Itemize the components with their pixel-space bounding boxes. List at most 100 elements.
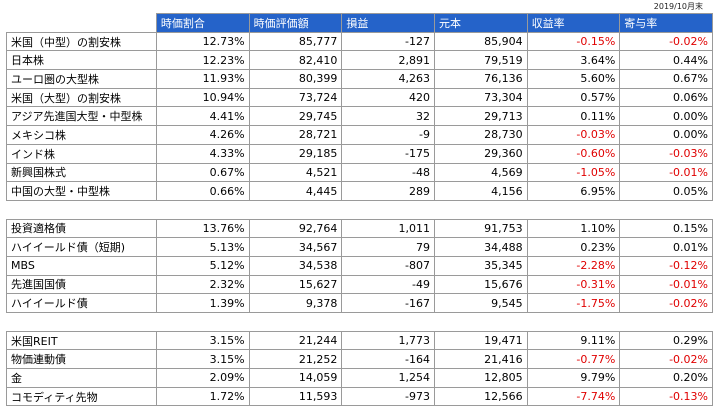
header-market-value: 時価評価額 [248, 13, 343, 33]
asset-name-cell: ハイイールド債 [6, 293, 157, 313]
header-contribution: 寄与率 [619, 13, 713, 33]
principal-cell: 76,136 [433, 69, 528, 89]
market-value-cell: 34,538 [248, 255, 343, 276]
asset-name-cell: 新興国株式 [6, 162, 157, 183]
asset-name-cell: 先進国国債 [6, 274, 157, 295]
return-rate-cell: 5.60% [526, 69, 621, 89]
market-value-cell: 21,252 [248, 349, 343, 370]
contribution-cell: 0.20% [619, 368, 713, 388]
market-value-cell: 11,593 [248, 386, 343, 407]
market-value-cell: 73,724 [248, 87, 343, 108]
table-row: コモディティ先物 1.72% 11,593 -973 12,566 -7.74% -0.13… [6, 386, 713, 407]
share-cell: 0.67% [155, 162, 250, 183]
profit-loss-cell: 1,011 [341, 218, 435, 239]
share-cell: 12.23% [155, 50, 250, 71]
share-cell: 3.15% [155, 349, 250, 370]
share-cell: 0.66% [155, 181, 250, 201]
table-row: 米国（中型）の割安株 12.73% 85,777 -127 85,904 -0.15% -0… [6, 31, 713, 52]
profit-loss-cell: -807 [341, 255, 435, 276]
principal-cell: 28,730 [433, 125, 528, 145]
share-cell: 1.72% [155, 386, 250, 407]
contribution-cell: 0.67% [619, 69, 713, 89]
contribution-cell: 0.15% [619, 218, 713, 239]
contribution-cell: -0.13% [619, 386, 713, 407]
table-row: 中国の大型・中型株 0.66% 4,445 289 4,156 6.95% 0.05% [6, 181, 713, 201]
share-cell: 3.15% [155, 330, 250, 351]
return-rate-cell: -1.05% [526, 162, 621, 183]
principal-cell: 34,488 [433, 237, 528, 257]
contribution-cell: 0.00% [619, 125, 713, 145]
market-value-cell: 29,185 [248, 143, 343, 164]
profit-loss-cell: -9 [341, 125, 435, 145]
return-rate-cell: -7.74% [526, 386, 621, 407]
profit-loss-cell: -973 [341, 386, 435, 407]
return-rate-cell: -0.03% [526, 125, 621, 145]
contribution-cell: 0.06% [619, 87, 713, 108]
share-cell: 10.94% [155, 87, 250, 108]
return-rate-cell: -1.75% [526, 293, 621, 313]
profit-loss-cell: -48 [341, 162, 435, 183]
principal-cell: 12,805 [433, 368, 528, 388]
profit-loss-cell: -164 [341, 349, 435, 370]
profit-loss-cell: -49 [341, 274, 435, 295]
contribution-cell: 0.00% [619, 106, 713, 127]
contribution-cell: -0.02% [619, 31, 713, 52]
table-row: 日本株 12.23% 82,410 2,891 79,519 3.64% 0.44% [6, 50, 713, 71]
table-row: 米国REIT 3.15% 21,244 1,773 19,471 9.11% 0.29% [6, 330, 713, 351]
share-cell: 1.39% [155, 293, 250, 313]
principal-cell: 85,904 [433, 31, 528, 52]
return-rate-cell: 1.10% [526, 218, 621, 239]
asset-name-cell: 中国の大型・中型株 [6, 181, 157, 201]
header-share: 時価割合 [155, 13, 250, 33]
table-row: ハイイールド債（短期) 5.13% 34,567 79 34,488 0.23% 0.01% [6, 237, 713, 257]
share-cell: 5.13% [155, 237, 250, 257]
contribution-cell: -0.01% [619, 162, 713, 183]
profit-loss-cell: 2,891 [341, 50, 435, 71]
asset-name-cell: 投資適格債 [6, 218, 157, 239]
table-body: 米国（中型）の割安株 12.73% 85,777 -127 85,904 -0.15% -0… [6, 31, 713, 407]
return-rate-cell: 0.57% [526, 87, 621, 108]
contribution-cell: -0.02% [619, 349, 713, 370]
return-rate-cell: 0.11% [526, 106, 621, 127]
asset-name-cell: 米国（中型）の割安株 [6, 31, 157, 52]
table-row: メキシコ株 4.26% 28,721 -9 28,730 -0.03% 0.00% [6, 125, 713, 145]
market-value-cell: 21,244 [248, 330, 343, 351]
share-cell: 12.73% [155, 31, 250, 52]
header-profit-loss: 損益 [341, 13, 435, 33]
principal-cell: 35,345 [433, 255, 528, 276]
principal-cell: 21,416 [433, 349, 528, 370]
share-cell: 5.12% [155, 255, 250, 276]
separator-cell [6, 199, 713, 220]
return-rate-cell: -2.28% [526, 255, 621, 276]
share-cell: 13.76% [155, 218, 250, 239]
return-rate-cell: 9.11% [526, 330, 621, 351]
return-rate-cell: 6.95% [526, 181, 621, 201]
return-rate-cell: -0.15% [526, 31, 621, 52]
portfolio-table: 時価割合 時価評価額 損益 元本 収益率 寄与率 米国（中型）の割安株 12.73… [6, 13, 713, 407]
market-value-cell: 9,378 [248, 293, 343, 313]
profit-loss-cell: 4,263 [341, 69, 435, 89]
group-separator [6, 199, 713, 220]
table-row: ユーロ圏の大型株 11.93% 80,399 4,263 76,136 5.60% 0.67… [6, 69, 713, 89]
asset-name-cell: 金 [6, 368, 157, 388]
market-value-cell: 34,567 [248, 237, 343, 257]
principal-cell: 12,566 [433, 386, 528, 407]
return-rate-cell: 0.23% [526, 237, 621, 257]
table-row: 先進国国債 2.32% 15,627 -49 15,676 -0.31% -0.01% [6, 274, 713, 295]
asset-name-cell: ユーロ圏の大型株 [6, 69, 157, 89]
asset-name-cell: 米国REIT [6, 330, 157, 351]
table-row: 新興国株式 0.67% 4,521 -48 4,569 -1.05% -0.01% [6, 162, 713, 183]
principal-cell: 91,753 [433, 218, 528, 239]
asset-name-cell: MBS [6, 255, 157, 276]
contribution-cell: -0.12% [619, 255, 713, 276]
table-row: 米国（大型）の割安株 10.94% 73,724 420 73,304 0.57% 0.06… [6, 87, 713, 108]
share-cell: 4.41% [155, 106, 250, 127]
profit-loss-cell: 1,254 [341, 368, 435, 388]
return-rate-cell: 3.64% [526, 50, 621, 71]
table-row: MBS 5.12% 34,538 -807 35,345 -2.28% -0.12% [6, 255, 713, 276]
table-row: 金 2.09% 14,059 1,254 12,805 9.79% 0.20% [6, 368, 713, 388]
asset-name-cell: アジア先進国大型・中型株 [6, 106, 157, 127]
market-value-cell: 85,777 [248, 31, 343, 52]
return-rate-cell: -0.77% [526, 349, 621, 370]
share-cell: 11.93% [155, 69, 250, 89]
